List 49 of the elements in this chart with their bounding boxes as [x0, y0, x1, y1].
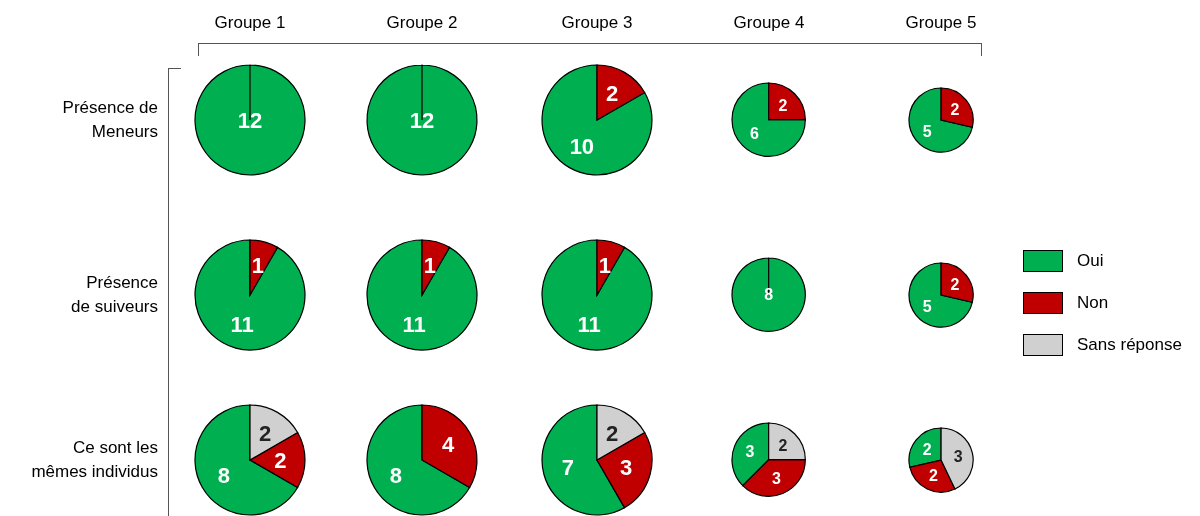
- data-label: 7: [561, 455, 574, 481]
- pie-slice: [366, 239, 478, 351]
- data-label: 2: [778, 437, 788, 455]
- data-label: 4: [442, 432, 456, 458]
- pie-slice: [908, 87, 973, 153]
- data-label: 8: [764, 286, 774, 304]
- data-label: 11: [402, 311, 426, 337]
- data-label: 3: [772, 470, 782, 488]
- data-label: 10: [569, 133, 595, 159]
- legend-label: Oui: [1077, 251, 1104, 271]
- data-label: 2: [922, 440, 932, 458]
- chart-title: Groupe 4: [732, 13, 806, 33]
- data-label: 2: [928, 467, 938, 485]
- data-label: 12: [237, 107, 263, 133]
- chart-title: Groupe 3: [560, 13, 634, 33]
- chart-title: Groupe 1: [213, 13, 287, 33]
- data-label: 2: [259, 421, 272, 447]
- data-label: 2: [950, 100, 960, 118]
- data-label: 2: [950, 275, 960, 293]
- legend-label: Non: [1077, 293, 1109, 313]
- data-label: 1: [251, 253, 264, 279]
- legend-label: Sans réponse: [1077, 335, 1182, 355]
- data-label: 3: [745, 443, 755, 461]
- data-label: 8: [217, 462, 230, 488]
- pie-slice: [731, 82, 807, 158]
- pie-slice: [908, 262, 973, 328]
- data-label: 6: [750, 125, 760, 143]
- data-label: 11: [577, 311, 601, 337]
- text: Présence de suiveurs: [70, 272, 158, 318]
- data-label: 5: [922, 122, 932, 140]
- data-label: 2: [778, 97, 788, 115]
- data-label: 2: [606, 421, 619, 447]
- data-label: 2: [274, 447, 287, 473]
- chart-title: Groupe 2: [385, 13, 459, 33]
- data-label: 1: [423, 253, 436, 279]
- data-label: 12: [409, 107, 435, 133]
- data-label: 11: [230, 311, 254, 337]
- chart-title: Groupe 5: [904, 13, 978, 33]
- data-label: 3: [620, 455, 633, 481]
- pie-slice: [194, 239, 306, 351]
- data-label: 3: [953, 447, 963, 465]
- text: Ce sont les mêmes individus: [30, 437, 158, 483]
- data-label: 5: [922, 297, 932, 315]
- text: Présence de Meneurs: [61, 97, 158, 143]
- data-label: 1: [598, 253, 611, 279]
- pie-slice: [541, 64, 653, 176]
- pie-slice: [541, 239, 653, 351]
- data-label: 8: [389, 462, 402, 488]
- data-label: 2: [606, 81, 619, 107]
